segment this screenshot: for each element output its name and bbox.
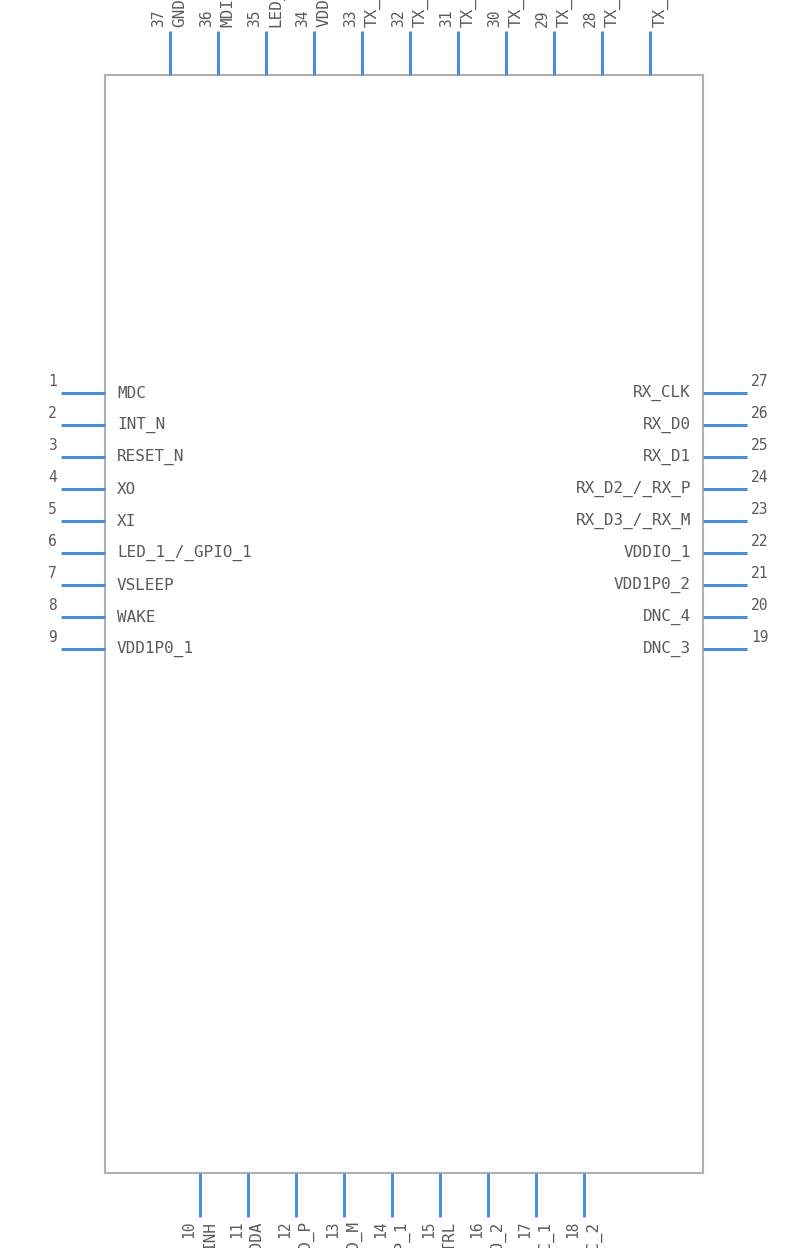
Text: TRD_P: TRD_P <box>298 1221 314 1248</box>
Text: 33: 33 <box>343 10 358 27</box>
Text: TX_D3: TX_D3 <box>556 0 572 27</box>
Text: TX_D0_/_TX_D1: TX_D0_/_TX_D1 <box>412 0 428 27</box>
Text: DNC_2: DNC_2 <box>586 1221 602 1248</box>
Text: 21: 21 <box>751 567 768 582</box>
Text: TX_P: TX_P <box>460 0 476 27</box>
Text: INT_N: INT_N <box>117 417 165 433</box>
Text: LED_1_/_GPIO_1: LED_1_/_GPIO_1 <box>117 545 252 562</box>
Text: 24: 24 <box>751 470 768 485</box>
Text: 27: 27 <box>751 374 768 389</box>
Text: 17: 17 <box>517 1221 532 1238</box>
Text: 5: 5 <box>48 502 57 517</box>
Text: RX_D1: RX_D1 <box>643 449 691 466</box>
Text: 29: 29 <box>535 10 550 27</box>
Text: 13: 13 <box>325 1221 340 1238</box>
Text: VDDA: VDDA <box>250 1221 265 1248</box>
Text: 32: 32 <box>391 10 406 27</box>
Text: RX_CTRL: RX_CTRL <box>442 1221 458 1248</box>
Text: 9: 9 <box>48 630 57 645</box>
Text: INH: INH <box>202 1221 217 1248</box>
Text: 15: 15 <box>421 1221 436 1238</box>
Text: DNC_4: DNC_4 <box>643 609 691 625</box>
Text: RX_D0: RX_D0 <box>643 417 691 433</box>
Text: 19: 19 <box>751 630 768 645</box>
Text: 31: 31 <box>439 10 454 27</box>
Text: 16: 16 <box>469 1221 484 1238</box>
Text: DNC_3: DNC_3 <box>643 641 691 658</box>
Text: 28: 28 <box>583 10 598 27</box>
Text: MDC: MDC <box>117 386 146 401</box>
Text: 26: 26 <box>751 406 768 421</box>
Text: 1: 1 <box>48 374 57 389</box>
Text: 2: 2 <box>48 406 57 421</box>
Text: RX_CLK: RX_CLK <box>633 384 691 401</box>
Text: 3: 3 <box>48 438 57 453</box>
Text: TX_D2: TX_D2 <box>508 0 524 27</box>
Text: 6: 6 <box>48 534 57 549</box>
Text: 14: 14 <box>373 1221 388 1238</box>
Text: TRD_M: TRD_M <box>346 1221 362 1248</box>
Text: CLKOUT_/_GPIO_2: CLKOUT_/_GPIO_2 <box>490 1221 506 1248</box>
Text: 4: 4 <box>48 470 57 485</box>
Text: RX_D2_/_RX_P: RX_D2_/_RX_P <box>575 480 691 497</box>
Text: MDIO: MDIO <box>220 0 235 27</box>
Text: 34: 34 <box>295 10 310 27</box>
Text: 35: 35 <box>247 10 262 27</box>
Bar <box>105 75 703 1173</box>
Text: WAKE: WAKE <box>117 609 155 624</box>
Text: 20: 20 <box>751 598 768 613</box>
Text: 10: 10 <box>181 1221 196 1238</box>
Text: RX_D3_/_RX_M: RX_D3_/_RX_M <box>575 513 691 529</box>
Text: 30: 30 <box>487 10 502 27</box>
Text: VSLEEP: VSLEEP <box>117 578 175 593</box>
Text: 37: 37 <box>151 10 166 27</box>
Text: XO: XO <box>117 482 137 497</box>
Text: 25: 25 <box>751 438 768 453</box>
Text: VDD1P0_1: VDD1P0_1 <box>117 641 194 658</box>
Text: RESET_N: RESET_N <box>117 449 184 466</box>
Text: 23: 23 <box>751 502 768 517</box>
Text: DNC_1: DNC_1 <box>538 1221 554 1248</box>
Text: XI: XI <box>117 513 137 528</box>
Text: VDDIO_1: VDDIO_1 <box>624 545 691 562</box>
Text: TX_M: TX_M <box>364 0 381 27</box>
Text: 22: 22 <box>751 534 768 549</box>
Text: 18: 18 <box>565 1221 580 1238</box>
Text: TX_CTRL: TX_CTRL <box>604 0 621 27</box>
Text: 8: 8 <box>48 598 57 613</box>
Text: 11: 11 <box>229 1221 244 1238</box>
Text: STRAP_1: STRAP_1 <box>394 1221 410 1248</box>
Text: 7: 7 <box>48 567 57 582</box>
Text: GND: GND <box>172 0 187 27</box>
Text: LED_0_/_GPIO_0: LED_0_/_GPIO_0 <box>268 0 284 27</box>
Text: VDDIO_2: VDDIO_2 <box>316 0 332 27</box>
Text: 36: 36 <box>199 10 214 27</box>
Text: VDD1P0_2: VDD1P0_2 <box>614 577 691 593</box>
Text: TX_CLK: TX_CLK <box>652 0 668 27</box>
Text: 12: 12 <box>277 1221 292 1238</box>
